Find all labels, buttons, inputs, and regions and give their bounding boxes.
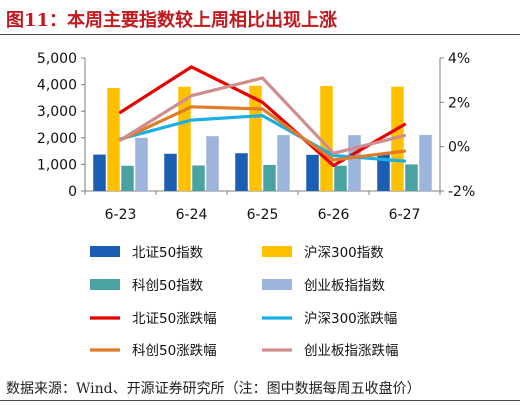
legend-swatch-bar xyxy=(262,279,292,290)
y-right-tick-label: 4% xyxy=(448,51,470,67)
line-series-3 xyxy=(118,105,407,162)
bar-2 xyxy=(320,85,333,191)
y-left-tick-label: 1,000 xyxy=(37,157,77,173)
bar-3 xyxy=(334,165,347,191)
bar-3 xyxy=(405,164,418,191)
legend-swatch-bar xyxy=(90,279,120,290)
bar-3 xyxy=(263,164,276,191)
x-tick-label: 6-25 xyxy=(247,207,279,223)
legend-label: 科创50涨跌幅 xyxy=(132,343,217,359)
y-left-tick-label: 3,000 xyxy=(37,104,77,120)
bar-4 xyxy=(135,137,148,191)
y-right-tick-label: -2% xyxy=(448,184,475,200)
bar-3 xyxy=(121,165,134,191)
y-left-tick-label: 2,000 xyxy=(37,131,77,147)
y-right-tick-label: 0% xyxy=(448,140,470,156)
bar-3 xyxy=(192,165,205,191)
legend-label: 创业板指指数 xyxy=(304,278,385,294)
chart-title: 图11：本周主要指数较上周相比出现上涨 xyxy=(6,10,338,31)
title-bar: 图11：本周主要指数较上周相比出现上涨 xyxy=(0,0,520,35)
line-series-4 xyxy=(118,76,407,155)
bar-4 xyxy=(206,136,219,191)
y-left-tick-label: 5,000 xyxy=(37,51,77,67)
x-tick-label: 6-26 xyxy=(318,207,350,223)
legend-label: 沪深300涨跌幅 xyxy=(304,311,397,327)
bar-2 xyxy=(249,85,262,191)
bar-2 xyxy=(107,88,120,191)
y-left-tick-label: 0 xyxy=(68,184,77,200)
bar-4 xyxy=(419,134,432,191)
bar-1 xyxy=(306,154,319,191)
legend-label: 北证50指数 xyxy=(132,245,204,261)
bar-1 xyxy=(93,154,106,191)
legend-label: 沪深300指数 xyxy=(304,245,384,261)
y-right-tick-label: 2% xyxy=(448,95,470,111)
bar-1 xyxy=(377,154,390,191)
x-tick-label: 6-27 xyxy=(389,207,421,223)
bar-1 xyxy=(235,153,248,191)
bar-4 xyxy=(348,135,361,191)
legend-swatch-bar xyxy=(90,246,120,257)
x-tick-label: 6-23 xyxy=(105,207,137,223)
source-note: 数据来源：Wind、开源证券研究所（注：图中数据每周五收盘价） xyxy=(6,381,421,397)
legend-label: 创业板指涨跌幅 xyxy=(304,343,399,359)
x-tick-label: 6-24 xyxy=(176,207,208,223)
bar-4 xyxy=(277,135,290,191)
bottom-rule xyxy=(0,400,520,401)
line-series-1 xyxy=(118,65,407,168)
bar-1 xyxy=(164,153,177,191)
y-left-tick-label: 4,000 xyxy=(37,78,77,94)
line-series-2 xyxy=(118,113,407,163)
legend-swatch-bar xyxy=(262,246,292,257)
legend-label: 科创50指数 xyxy=(132,278,204,294)
legend-label: 北证50涨跌幅 xyxy=(132,311,217,327)
